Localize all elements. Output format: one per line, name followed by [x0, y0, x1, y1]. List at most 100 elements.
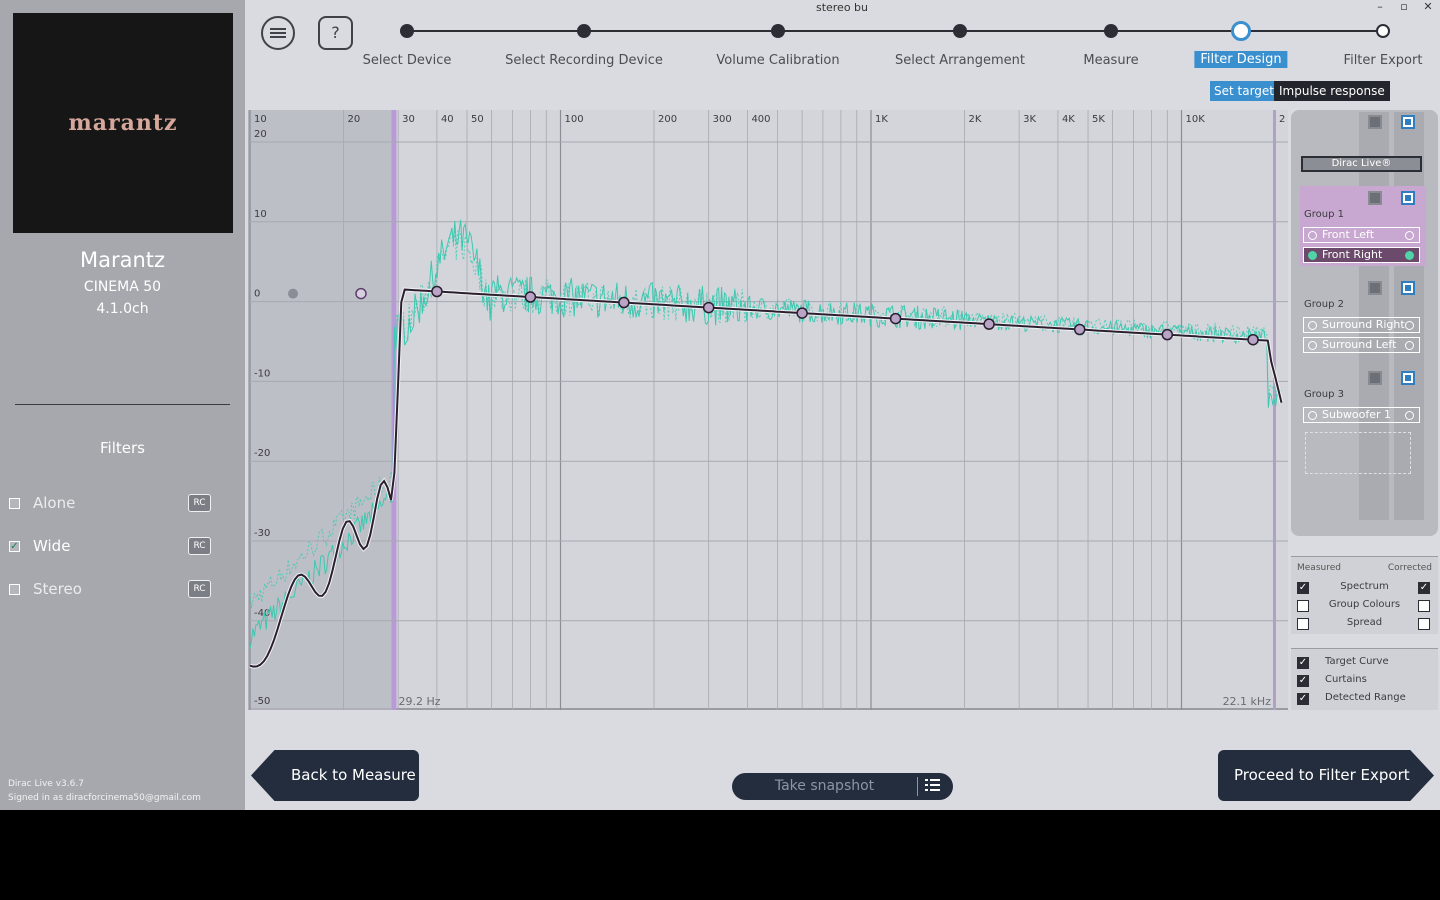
- corrected-spectrum-checkbox[interactable]: ✓: [1418, 582, 1430, 594]
- channel-subwoofer-1[interactable]: Subwoofer 1: [1303, 407, 1420, 423]
- measured-spectrum-checkbox[interactable]: ✓: [1297, 582, 1309, 594]
- y-tick-label: 10: [254, 209, 267, 220]
- snapshot-list-icon[interactable]: [925, 778, 943, 794]
- curtains-checkbox[interactable]: ✓: [1297, 675, 1309, 687]
- group-3[interactable]: Group 3 Subwoofer 1: [1300, 366, 1426, 428]
- step-dot-select-recording-device[interactable]: [577, 24, 591, 38]
- channel-front-left[interactable]: Front Left: [1303, 227, 1420, 243]
- y-tick-label: -20: [254, 448, 270, 459]
- step-dot-filter-design[interactable]: [1231, 21, 1251, 41]
- dirac-live-button[interactable]: Dirac Live®: [1301, 156, 1422, 172]
- menu-button[interactable]: [261, 16, 295, 50]
- step-select-arrangement[interactable]: Select Arrangement: [894, 53, 1026, 68]
- hamburger-icon: [270, 28, 286, 38]
- tab-set-target[interactable]: Set target: [1210, 81, 1279, 101]
- mute-toggle-icon[interactable]: [1368, 371, 1382, 385]
- mute-toggle-icon[interactable]: [1368, 281, 1382, 295]
- room-correction-badge[interactable]: RC: [188, 580, 211, 598]
- solo-toggle-icon[interactable]: [1401, 115, 1415, 129]
- step-dot-filter-export[interactable]: [1376, 24, 1390, 38]
- target-curve-checkbox[interactable]: ✓: [1297, 657, 1309, 669]
- room-correction-badge[interactable]: RC: [188, 494, 211, 512]
- panel-column: [1359, 112, 1389, 520]
- solo-toggle-icon[interactable]: [1401, 371, 1415, 385]
- x-tick-label: 300: [713, 114, 732, 125]
- step-filter-export[interactable]: Filter Export: [1343, 53, 1423, 68]
- channel-front-right[interactable]: Front Right: [1303, 247, 1420, 263]
- logo-text: marantz: [68, 110, 178, 136]
- x-tick-label: 5K: [1092, 114, 1105, 125]
- channel-surround-right[interactable]: Surround Right: [1303, 317, 1420, 333]
- back-to-measure-button[interactable]: Back to Measure: [251, 750, 419, 801]
- take-snapshot-button[interactable]: Take snapshot: [774, 778, 875, 794]
- screen-letterbox: [0, 810, 1440, 900]
- device-model: CINEMA 50: [83, 279, 162, 295]
- measured-response-curve: [249, 219, 1282, 649]
- x-tick-label: 40: [441, 114, 454, 125]
- help-button[interactable]: ?: [318, 16, 353, 50]
- corrected-group-colours-checkbox[interactable]: [1418, 600, 1430, 612]
- corrected-heading: Corrected: [1387, 563, 1432, 573]
- group-2[interactable]: Group 2 Surround Right Surround Left: [1300, 276, 1426, 356]
- minimize-icon[interactable]: –: [1377, 0, 1383, 13]
- step-select-device[interactable]: Select Device: [362, 53, 452, 68]
- legend-label: Spread: [1346, 617, 1383, 628]
- mute-toggle-icon[interactable]: [1368, 191, 1382, 205]
- x-tick-label: 10: [254, 114, 267, 125]
- proceed-to-filter-export-button[interactable]: Proceed to Filter Export: [1218, 750, 1434, 801]
- filter-item-alone[interactable]: Alone RC: [0, 489, 245, 519]
- step-dot-measure[interactable]: [1104, 24, 1118, 38]
- target-handle: [702, 301, 715, 314]
- new-group-drop-zone[interactable]: [1305, 432, 1411, 474]
- target-handle: [618, 296, 630, 309]
- restore-icon[interactable]: ▫: [1400, 0, 1408, 13]
- target-curve: [249, 288, 1283, 668]
- tab-impulse-response[interactable]: Impulse response: [1274, 81, 1390, 101]
- filter-checkbox-checked[interactable]: ✓: [9, 541, 20, 552]
- step-dot-select-arrangement[interactable]: [953, 24, 967, 38]
- signed-in-user: Signed in as diracforcinema50@gmail.com: [8, 793, 201, 803]
- mute-toggle-icon[interactable]: [1368, 115, 1382, 129]
- option-target-curve[interactable]: ✓ Target Curve: [1291, 655, 1438, 671]
- group-1[interactable]: Group 1 Front Left Front Right: [1300, 186, 1426, 266]
- close-icon[interactable]: ✕: [1423, 0, 1433, 13]
- filter-item-wide[interactable]: ✓ Wide RC: [0, 532, 245, 562]
- solo-toggle-icon[interactable]: [1401, 191, 1415, 205]
- frequency-response-chart[interactable]: 10 20 30 40 50 100 200 300 400 1K 2K 3K 4K 5K 10K 2 20 10…: [248, 110, 1288, 710]
- target-handle: [1247, 333, 1259, 346]
- measured-spread-checkbox[interactable]: [1297, 618, 1309, 630]
- dirac-live-window: marantz Marantz CINEMA 50 4.1.0ch Filter…: [0, 0, 1440, 810]
- measured-group-colours-checkbox[interactable]: [1297, 600, 1309, 612]
- target-handle: [796, 307, 808, 319]
- step-measure[interactable]: Measure: [1083, 53, 1139, 68]
- x-tick-label: 1K: [875, 114, 888, 125]
- corrected-spread-checkbox[interactable]: [1418, 618, 1430, 630]
- take-snapshot-control[interactable]: Take snapshot: [732, 773, 953, 800]
- x-tick-label: 50: [471, 114, 484, 125]
- filter-label: Wide: [33, 537, 71, 555]
- y-tick-label: -30: [254, 528, 270, 539]
- panel-column: [1394, 112, 1424, 520]
- filter-checkbox[interactable]: [9, 584, 20, 595]
- detected-range-checkbox[interactable]: ✓: [1297, 693, 1309, 705]
- option-detected-range[interactable]: ✓ Detected Range: [1291, 691, 1438, 707]
- step-volume-calibration[interactable]: Volume Calibration: [716, 53, 840, 68]
- target-handle: [524, 291, 537, 303]
- step-select-recording-device[interactable]: Select Recording Device: [505, 53, 663, 68]
- option-curtains[interactable]: ✓ Curtains: [1291, 673, 1438, 689]
- step-dot-volume-calibration[interactable]: [771, 24, 785, 38]
- filter-checkbox[interactable]: [9, 498, 20, 509]
- app-version: Dirac Live v3.6.7: [8, 779, 84, 789]
- room-correction-badge[interactable]: RC: [188, 537, 211, 555]
- solo-toggle-icon[interactable]: [1401, 281, 1415, 295]
- filter-item-stereo[interactable]: Stereo RC: [0, 575, 245, 605]
- spectrum-legend: Measured Corrected ✓ Spectrum ✓ Group Co…: [1291, 556, 1438, 634]
- group-label: Group 2: [1304, 299, 1344, 310]
- y-tick-label: -50: [254, 696, 270, 707]
- step-filter-design[interactable]: Filter Design: [1194, 51, 1288, 68]
- sidebar: marantz Marantz CINEMA 50 4.1.0ch Filter…: [0, 0, 245, 810]
- channel-surround-left[interactable]: Surround Left: [1303, 337, 1420, 353]
- step-dot-select-device[interactable]: [400, 24, 414, 38]
- chart-svg[interactable]: 10 20 30 40 50 100 200 300 400 1K 2K 3K 4K 5K 10K 22010…: [248, 110, 1288, 710]
- list-icon: [925, 779, 940, 791]
